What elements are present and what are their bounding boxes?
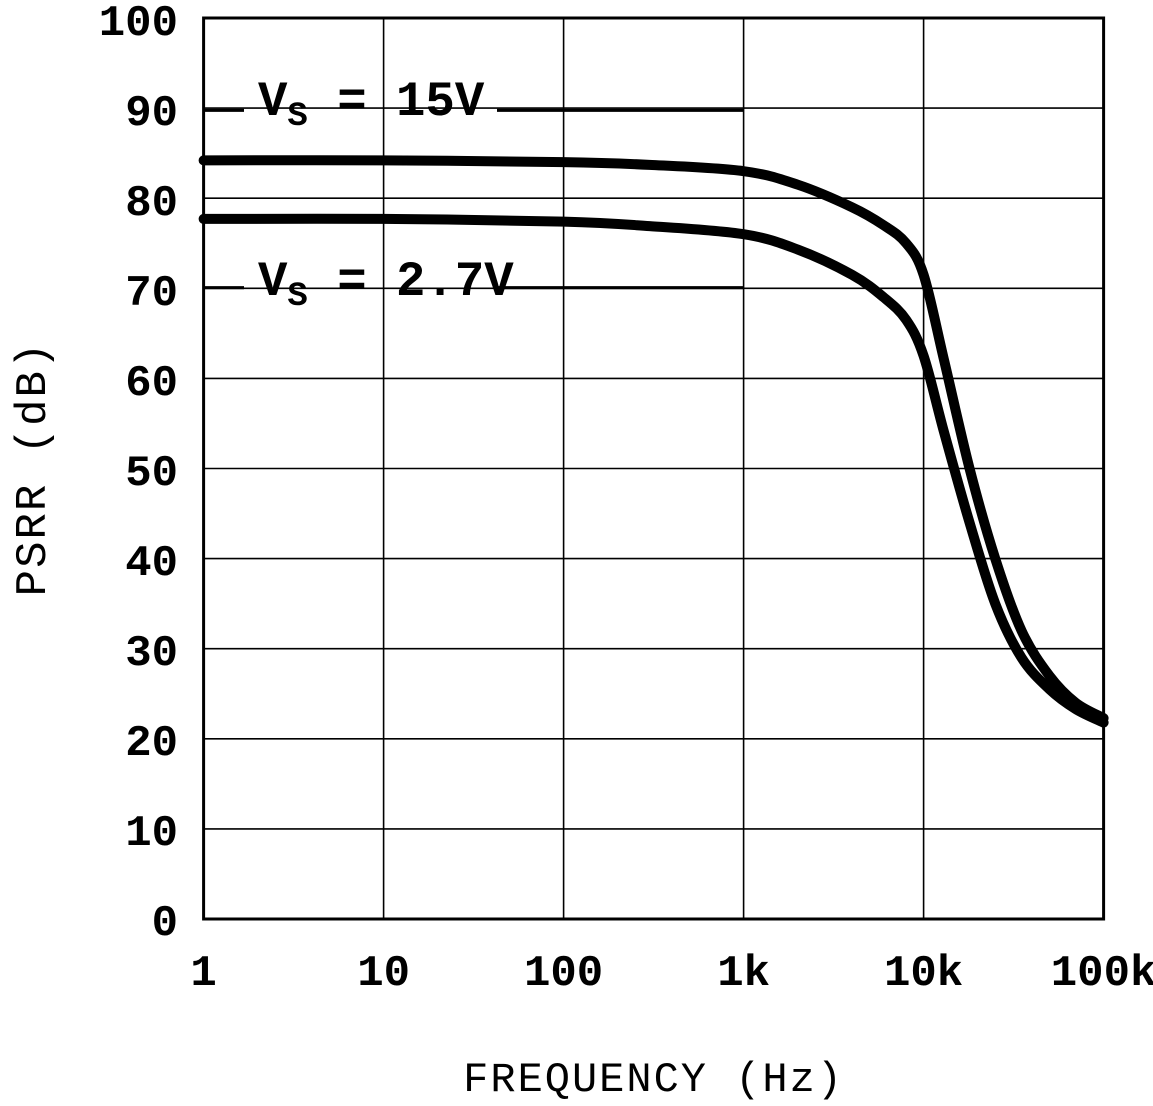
svg-text:50: 50 xyxy=(125,449,178,499)
svg-text:60: 60 xyxy=(125,359,178,409)
svg-text:70: 70 xyxy=(125,269,178,319)
svg-text:1k: 1k xyxy=(717,949,770,999)
svg-text:1: 1 xyxy=(190,949,216,999)
svg-text:10k: 10k xyxy=(884,949,963,999)
svg-text:10: 10 xyxy=(357,949,410,999)
svg-text:20: 20 xyxy=(125,719,178,769)
svg-text:90: 90 xyxy=(125,89,178,139)
svg-text:30: 30 xyxy=(125,629,178,679)
svg-text:40: 40 xyxy=(125,539,178,589)
svg-text:10: 10 xyxy=(125,809,178,859)
svg-text:0: 0 xyxy=(152,899,178,949)
svg-text:FREQUENCY (Hz): FREQUENCY (Hz) xyxy=(463,1056,844,1101)
svg-text:80: 80 xyxy=(125,179,178,229)
svg-text:100: 100 xyxy=(524,949,603,999)
svg-text:100k: 100k xyxy=(1051,949,1153,999)
svg-text:100: 100 xyxy=(99,0,178,49)
svg-text:PSRR (dB): PSRR (dB) xyxy=(9,341,59,597)
